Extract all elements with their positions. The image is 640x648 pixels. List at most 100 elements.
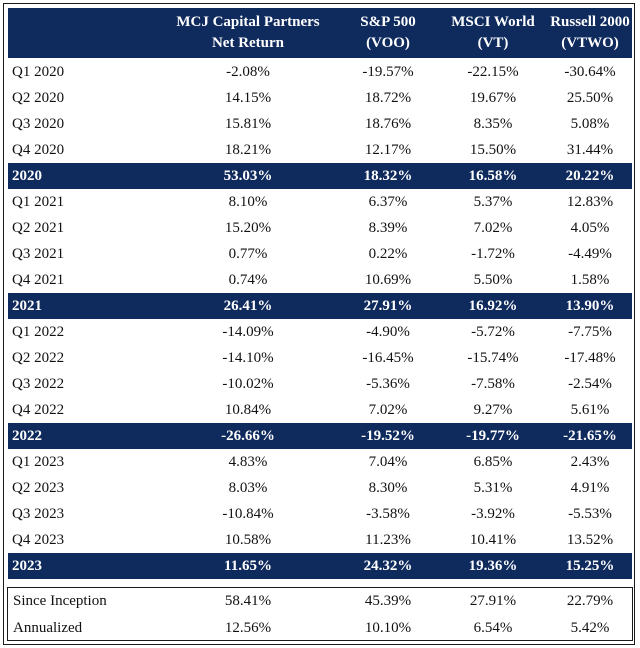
cell-mcj: 0.77% (228, 246, 268, 262)
quarter-row: Q1 2023 4.83% 7.04% 6.85% 2.43% (8, 449, 632, 475)
cell-msci: 6.54% (473, 620, 513, 636)
row-label: Q2 2022 (12, 350, 65, 366)
quarter-row: Q4 2023 10.58% 11.23% 10.41% 13.52% (8, 527, 632, 553)
quarter-row: Q2 2022 -14.10% -16.45% -15.74% -17.48% (8, 345, 632, 371)
quarter-row: Q4 2021 0.74% 10.69% 5.50% 1.58% (8, 267, 632, 293)
cell-sp500: 6.37% (368, 194, 408, 210)
cell-mcj: 12.56% (224, 620, 272, 636)
cell-mcj: -10.84% (222, 506, 274, 522)
cell-sp500: 11.23% (365, 532, 411, 548)
row-label: 2023 (12, 558, 42, 574)
cell-mcj: -26.66% (221, 428, 275, 444)
cell-mcj: -2.08% (226, 64, 270, 80)
cell-sp500: 7.04% (368, 454, 408, 470)
quarter-row: Q3 2020 15.81% 18.76% 8.35% 5.08% (8, 111, 632, 137)
cell-sp500: 18.72% (364, 90, 412, 106)
cell-russell: 15.25% (565, 558, 615, 574)
row-label: 2021 (12, 298, 42, 314)
cell-russell: 22.79% (566, 593, 614, 609)
cell-russell: -17.48% (564, 350, 616, 366)
row-label: Annualized (13, 620, 83, 636)
cell-russell: 13.90% (565, 298, 615, 314)
header-msci-line1: MSCI World (451, 14, 535, 30)
quarter-row: Q2 2023 8.03% 8.30% 5.31% 4.91% (8, 475, 632, 501)
cell-sp500: -5.36% (366, 376, 410, 392)
header-msci-world: MSCI World (VT) (438, 12, 548, 54)
quarter-row: Q1 2020 -2.08% -19.57% -22.15% -30.64% (8, 59, 632, 85)
cell-msci: -1.72% (471, 246, 515, 262)
year-total-row: 2021 26.41% 27.91% 16.92% 13.90% (8, 293, 632, 319)
cell-russell: -2.54% (568, 376, 612, 392)
quarter-row: Q1 2022 -14.09% -4.90% -5.72% -7.75% (8, 319, 632, 345)
header-russell-line2: (VTWO) (561, 35, 619, 51)
row-label: Q3 2022 (12, 376, 65, 392)
cell-mcj: 10.84% (224, 402, 272, 418)
cell-russell: 13.52% (566, 532, 614, 548)
cell-russell: 1.58% (570, 272, 610, 288)
cell-russell: -30.64% (564, 64, 616, 80)
header-sp500-line2: (VOO) (366, 35, 410, 51)
row-label: Q4 2020 (12, 142, 65, 158)
cell-mcj: 10.58% (224, 532, 272, 548)
quarter-row: Q1 2021 8.10% 6.37% 5.37% 12.83% (8, 189, 632, 215)
cell-msci: 15.50% (469, 142, 517, 158)
quarter-row: Q3 2022 -10.02% -5.36% -7.58% -2.54% (8, 371, 632, 397)
cell-russell: 5.08% (570, 116, 610, 132)
cell-russell: 5.61% (570, 402, 610, 418)
cell-mcj: -14.10% (222, 350, 274, 366)
cell-msci: 19.67% (469, 90, 517, 106)
cell-msci: -3.92% (471, 506, 515, 522)
row-label: Q4 2021 (12, 272, 65, 288)
cell-sp500: 18.76% (364, 116, 412, 132)
row-label: 2020 (12, 168, 42, 184)
row-label: Q2 2023 (12, 480, 65, 496)
header-mcj: MCJ Capital Partners Net Return (158, 12, 338, 54)
cell-msci: -22.15% (467, 64, 519, 80)
cell-mcj: 58.41% (224, 593, 272, 609)
year-total-row: 2023 11.65% 24.32% 19.36% 15.25% (8, 553, 632, 579)
cell-msci: 19.36% (468, 558, 518, 574)
cell-sp500: 18.32% (363, 168, 413, 184)
cell-sp500: 45.39% (364, 593, 412, 609)
row-label: Q3 2021 (12, 246, 65, 262)
table-header: MCJ Capital Partners Net Return S&P 500 … (8, 8, 632, 58)
row-label: Q1 2021 (12, 194, 65, 210)
year-total-row: 2020 53.03% 18.32% 16.58% 20.22% (8, 163, 632, 189)
header-mcj-line2: Net Return (211, 35, 285, 51)
row-label: 2022 (12, 428, 42, 444)
cell-msci: 8.35% (473, 116, 513, 132)
cell-mcj: 53.03% (223, 168, 273, 184)
cell-sp500: -4.90% (366, 324, 410, 340)
cell-sp500: -19.57% (362, 64, 414, 80)
cell-russell: -21.65% (563, 428, 617, 444)
cell-msci: 6.85% (473, 454, 513, 470)
cell-msci: 16.92% (468, 298, 518, 314)
year-total-row: 2022 -26.66% -19.52% -19.77% -21.65% (8, 423, 632, 449)
cell-mcj: -14.09% (222, 324, 274, 340)
header-russell-line1: Russell 2000 (550, 14, 630, 30)
cell-mcj: 8.10% (228, 194, 268, 210)
cell-russell: -5.53% (568, 506, 612, 522)
quarter-row: Q4 2020 18.21% 12.17% 15.50% 31.44% (8, 137, 632, 163)
cell-sp500: -16.45% (362, 350, 414, 366)
cell-msci: 9.27% (473, 402, 513, 418)
cell-sp500: 8.30% (368, 480, 408, 496)
cell-sp500: 24.32% (363, 558, 413, 574)
row-label: Since Inception (13, 593, 107, 609)
cell-russell: 2.43% (570, 454, 610, 470)
cell-mcj: -10.02% (222, 376, 274, 392)
row-label: Q1 2023 (12, 454, 65, 470)
cell-mcj: 15.81% (224, 116, 272, 132)
returns-table-frame (3, 3, 635, 645)
cell-mcj: 15.20% (224, 220, 272, 236)
cell-russell: -4.49% (568, 246, 612, 262)
cell-sp500: 8.39% (368, 220, 408, 236)
row-label: Q1 2020 (12, 64, 65, 80)
row-label: Q1 2022 (12, 324, 65, 340)
row-label: Q3 2023 (12, 506, 65, 522)
quarter-row: Q3 2023 -10.84% -3.58% -3.92% -5.53% (8, 501, 632, 527)
cell-msci: 5.31% (473, 480, 513, 496)
cell-sp500: 10.10% (364, 620, 412, 636)
cell-sp500: -3.58% (366, 506, 410, 522)
cell-msci: -15.74% (467, 350, 519, 366)
